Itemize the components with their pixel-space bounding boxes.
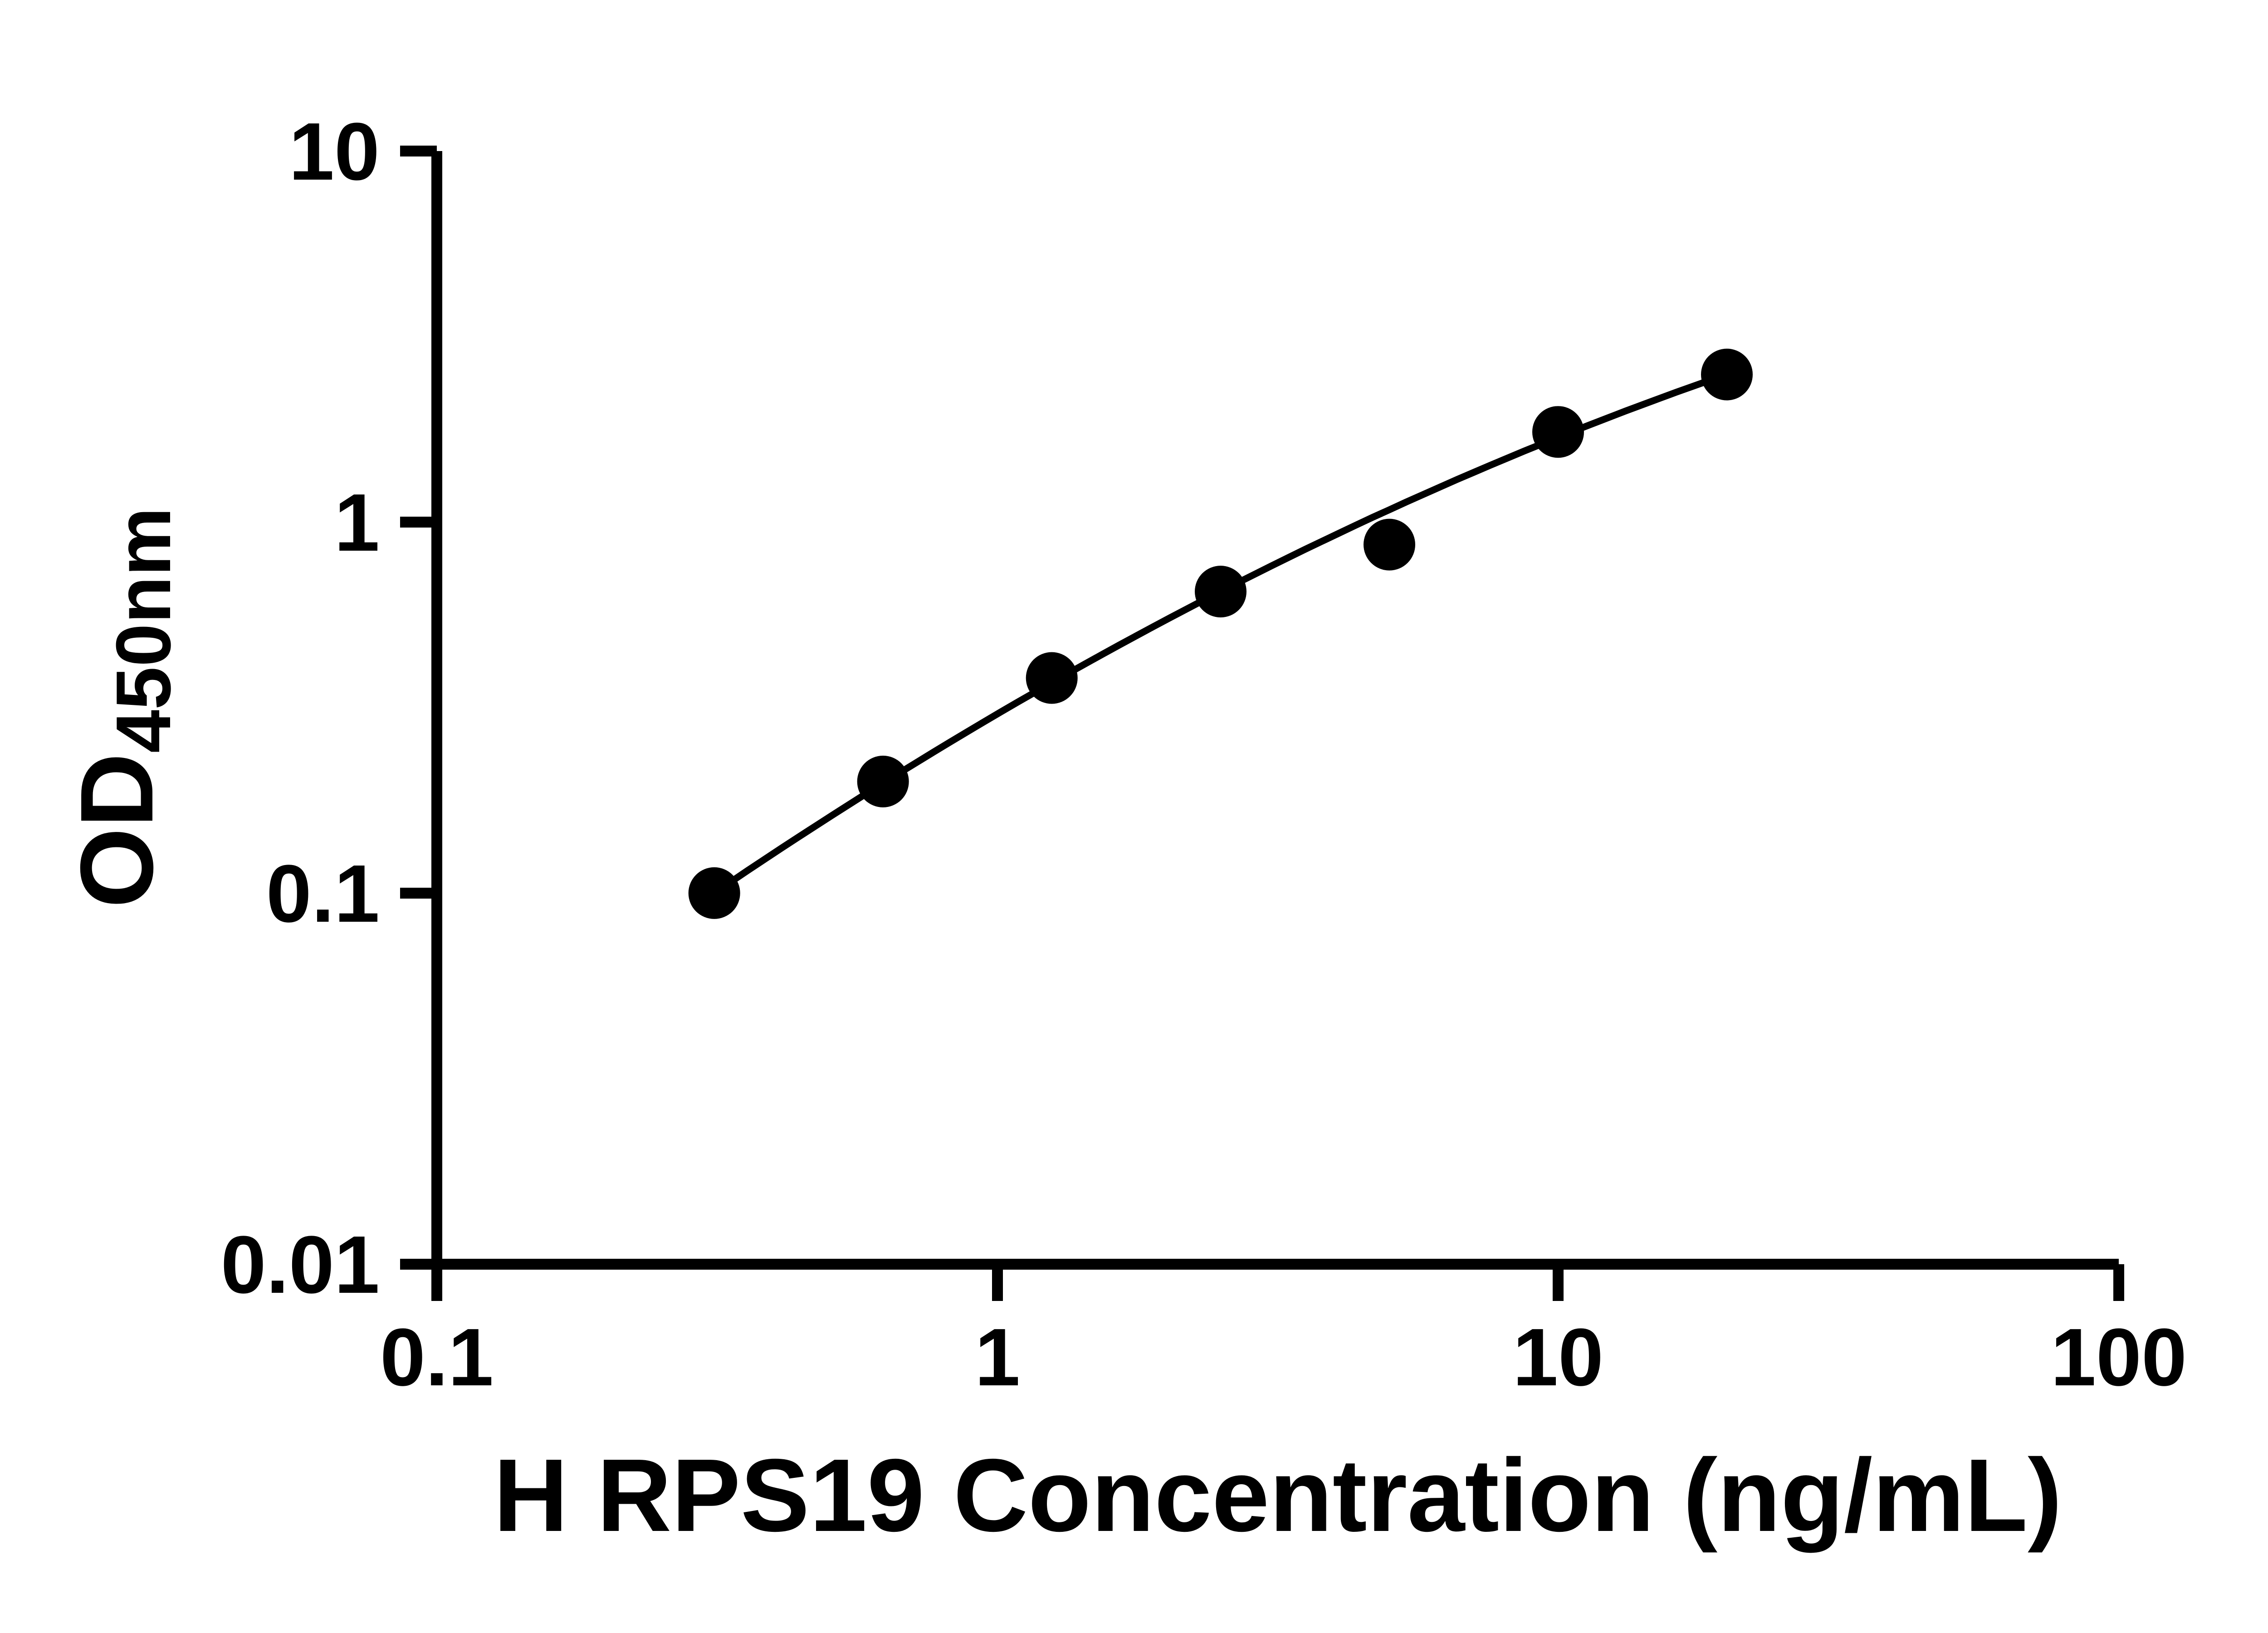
data-point [1195,566,1246,618]
x-tick-label: 1 [975,1312,1020,1403]
y-tick-label: 0.01 [221,1219,380,1310]
data-point [857,755,909,807]
y-axis-title: OD450nm [59,507,187,908]
y-axis-title-subscript: 450nm [100,507,187,753]
x-tick-label: 100 [2051,1312,2187,1403]
data-points [688,348,1753,919]
y-tick-label: 10 [289,106,380,197]
x-tick-label: 10 [1513,1312,1603,1403]
data-point [688,867,740,919]
data-point [1364,518,1415,571]
x-axis-title: H RPS19 Concentration (ng/mL) [494,1438,2062,1553]
data-point [1026,652,1078,704]
y-tick-label: 0.1 [266,848,380,939]
axes [431,151,2119,1270]
fit-curve [712,371,1728,896]
data-point [1532,406,1584,458]
data-point [1701,348,1753,401]
axis-ticks [400,146,2124,1301]
y-tick-label: 1 [334,477,380,568]
y-axis-title-main: OD [59,753,175,908]
x-tick-label: 0.1 [380,1312,494,1403]
